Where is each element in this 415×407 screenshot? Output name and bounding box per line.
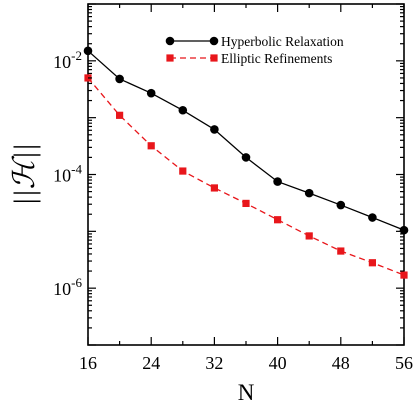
- series-1: [83, 46, 409, 235]
- data-point: [337, 247, 345, 255]
- legend-marker: [166, 54, 174, 62]
- data-point: [83, 46, 93, 56]
- data-point: [147, 142, 155, 150]
- legend-entry-2: Elliptic Refinements: [166, 51, 332, 66]
- legend-marker: [165, 36, 175, 46]
- series-layer: [83, 46, 409, 279]
- data-point: [336, 200, 346, 210]
- series-2: [84, 74, 408, 279]
- data-point: [179, 167, 187, 175]
- y-tick-label: 10-2: [53, 48, 82, 72]
- data-point: [210, 125, 219, 134]
- x-tick-label: 16: [79, 353, 97, 373]
- data-point: [273, 177, 282, 186]
- x-tick-label: 48: [332, 353, 350, 373]
- legend: Hyperbolic Relaxation Elliptic Refinement…: [165, 34, 344, 66]
- data-point: [368, 213, 377, 222]
- axes: 16 24 32 40 48 56 10-2 10-4 10-6 N ||ℋ||: [8, 3, 413, 405]
- data-point: [242, 199, 250, 208]
- data-point: [178, 105, 188, 115]
- y-tick-label: 10-4: [53, 162, 82, 186]
- series-line: [87, 77, 405, 276]
- legend-label: Hyperbolic Relaxation: [221, 34, 344, 49]
- data-point: [368, 259, 376, 267]
- data-point: [399, 225, 409, 235]
- legend-entry-1: Hyperbolic Relaxation: [165, 34, 344, 49]
- x-tick-label: 40: [269, 353, 287, 373]
- data-point: [304, 188, 314, 198]
- x-tick-label: 32: [205, 353, 223, 373]
- data-point: [116, 111, 124, 119]
- data-point: [115, 74, 124, 84]
- y-tick-label: 10-6: [53, 275, 82, 299]
- x-axis-label: N: [238, 380, 255, 405]
- y-axis-label: ||ℋ||: [8, 143, 41, 206]
- data-point: [146, 88, 156, 98]
- data-point: [400, 271, 408, 279]
- data-point: [210, 184, 218, 192]
- legend-label: Elliptic Refinements: [221, 51, 332, 66]
- data-point: [305, 232, 313, 240]
- x-tick-label: 24: [142, 353, 160, 373]
- legend-marker: [209, 36, 219, 46]
- data-point: [274, 216, 282, 224]
- legend-marker: [210, 54, 218, 62]
- data-point: [241, 153, 251, 162]
- x-tick-label: 56: [395, 353, 413, 373]
